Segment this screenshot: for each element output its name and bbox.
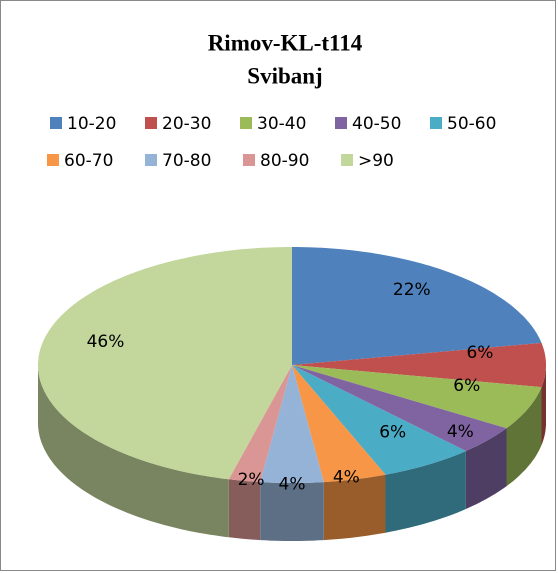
legend-label: 80-90 <box>260 151 309 171</box>
slice-side <box>260 482 324 541</box>
slice-side <box>323 474 386 541</box>
legend-label: 30-40 <box>257 114 306 134</box>
pie-slice <box>292 365 466 533</box>
pie-slice <box>260 365 324 541</box>
legend-swatch <box>50 117 62 129</box>
slice-side <box>385 451 466 533</box>
slice-top <box>38 247 292 480</box>
slice-side <box>228 479 261 541</box>
slice-top <box>228 365 292 483</box>
legend-swatch <box>243 154 255 166</box>
legend-swatch <box>47 154 59 166</box>
pie-slice <box>292 342 546 446</box>
slice-side <box>541 365 546 446</box>
legend-label: 10-20 <box>67 114 116 134</box>
legend-swatch <box>145 117 157 129</box>
pie-slice <box>38 247 292 538</box>
legend-swatch <box>240 117 252 129</box>
slice-side <box>465 428 507 509</box>
legend-label: 40-50 <box>352 114 401 134</box>
pie-slice <box>292 365 507 509</box>
legend-label: 70-80 <box>162 151 211 171</box>
slice-side <box>506 387 542 487</box>
data-label: 4% <box>333 468 360 488</box>
data-label: 6% <box>379 422 406 442</box>
data-label: 6% <box>466 343 493 363</box>
slice-top <box>292 365 507 451</box>
legend-swatch <box>145 154 157 166</box>
chart-title: Rimov-KL-t114 <box>208 30 363 55</box>
pie-slice <box>292 365 542 487</box>
slice-side <box>38 365 229 538</box>
data-label: 22% <box>393 280 431 300</box>
pie-slice <box>228 365 292 541</box>
data-label: 46% <box>87 332 125 352</box>
slice-top <box>260 365 324 483</box>
legend-label: >90 <box>358 151 394 171</box>
slice-top <box>292 247 542 365</box>
slice-top <box>292 365 386 483</box>
data-label: 6% <box>453 376 480 396</box>
data-label: 2% <box>238 470 265 490</box>
legend-swatch <box>335 117 347 129</box>
legend-label: 20-30 <box>162 114 211 134</box>
data-label: 4% <box>279 474 306 494</box>
slice-top <box>292 342 546 388</box>
slice-top <box>292 365 542 429</box>
slice-top <box>292 365 466 475</box>
pie-slice <box>292 365 386 541</box>
legend-swatch <box>430 117 442 129</box>
pie-slice <box>292 247 542 365</box>
chart-subtitle: Svibanj <box>247 63 322 88</box>
legend-label: 50-60 <box>447 114 496 134</box>
data-label: 4% <box>447 422 474 442</box>
legend-label: 60-70 <box>64 151 113 171</box>
legend-swatch <box>341 154 353 166</box>
